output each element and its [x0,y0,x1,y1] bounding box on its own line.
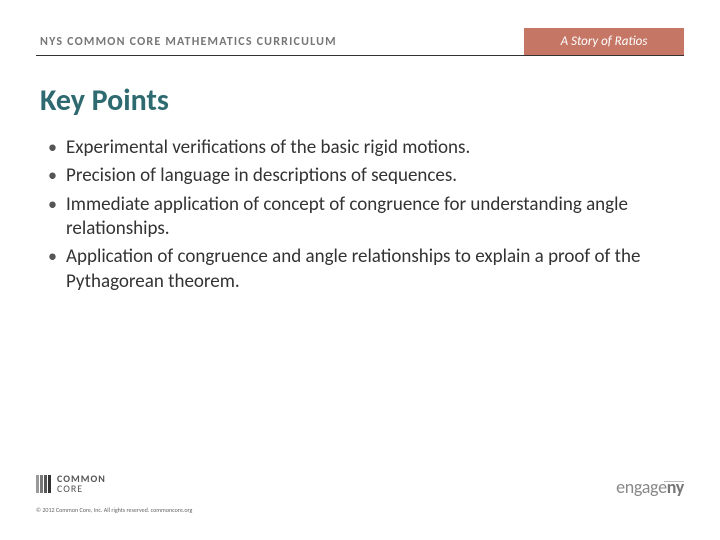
engageny-logo: engageny [616,476,684,498]
bullet-item: Application of congruence and angle rela… [44,245,676,294]
common-core-bars-icon [36,475,51,493]
common-core-logo: COMMON CORE [36,474,106,494]
common-core-text: COMMON CORE [57,474,106,494]
engage-ny-text: ny [667,476,684,498]
bullet-item: Precision of language in descriptions of… [44,164,676,188]
header-curriculum-label: NYS COMMON CORE MATHEMATICS CURRICULUM [36,28,524,55]
header-story-label: A Story of Ratios [524,28,684,55]
header-bar: NYS COMMON CORE MATHEMATICS CURRICULUM A… [36,28,684,56]
engage-text: engage [616,476,667,498]
slide-title: Key Points [40,82,169,119]
bullet-list: Experimental verifications of the basic … [44,136,676,298]
common-core-line2: CORE [57,484,106,494]
bullet-item: Experimental verifications of the basic … [44,136,676,160]
slide: NYS COMMON CORE MATHEMATICS CURRICULUM A… [0,0,720,540]
bullet-item: Immediate application of concept of cong… [44,193,676,242]
copyright-text: © 2012 Common Core, Inc. All rights rese… [36,506,192,514]
